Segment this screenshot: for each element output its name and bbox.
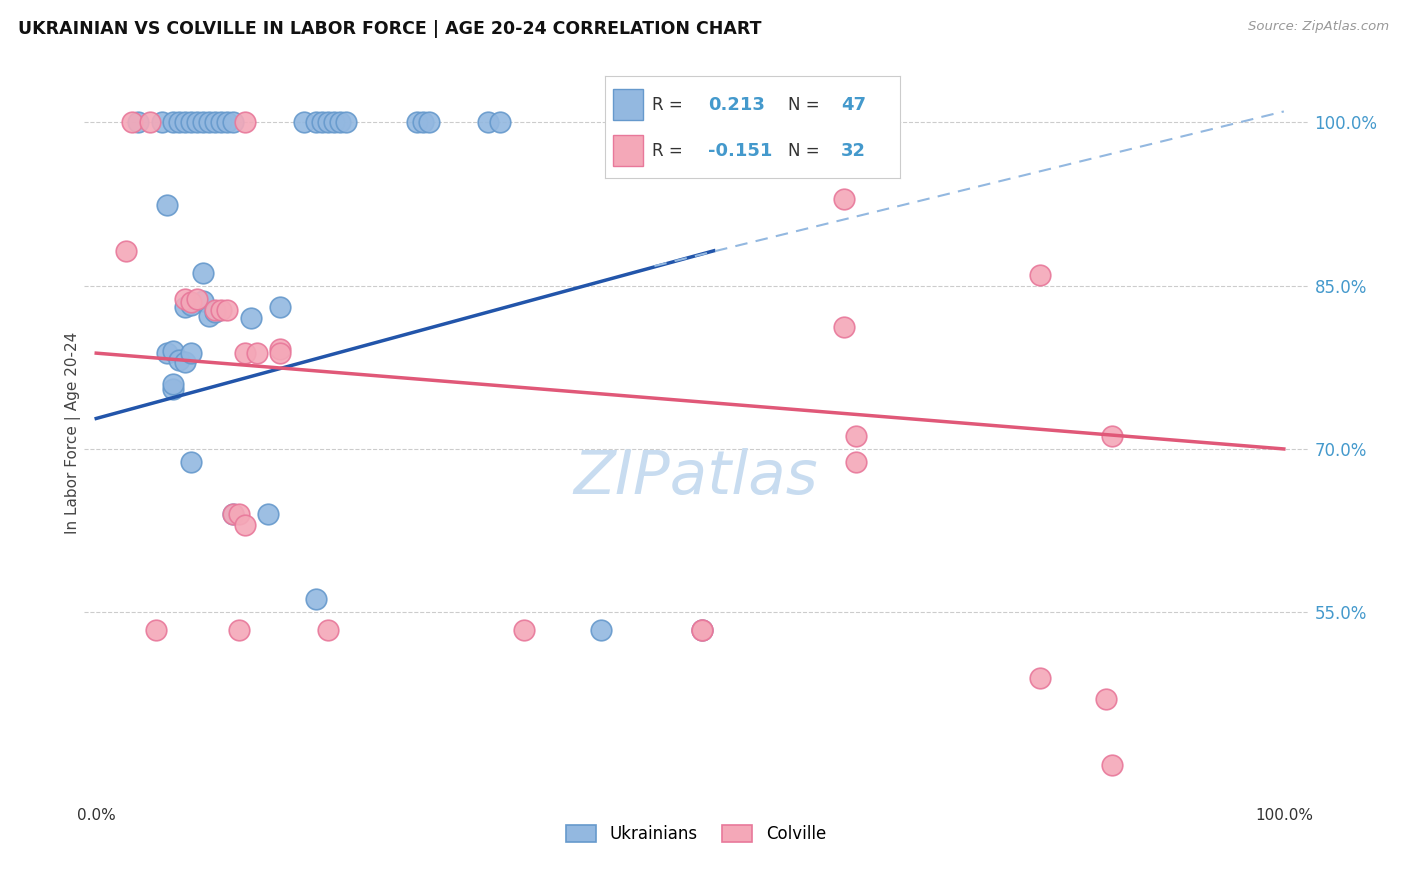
Point	[305, 115, 328, 129]
Point	[222, 115, 245, 129]
Point	[690, 623, 713, 637]
Point	[589, 623, 612, 637]
Point	[174, 115, 197, 129]
Text: UKRAINIAN VS COLVILLE IN LABOR FORCE | AGE 20-24 CORRELATION CHART: UKRAINIAN VS COLVILLE IN LABOR FORCE | A…	[18, 20, 762, 37]
Bar	[613, 136, 643, 166]
Point	[1101, 429, 1123, 443]
Point	[186, 292, 208, 306]
Point	[269, 346, 291, 360]
Text: -0.151: -0.151	[709, 142, 772, 160]
Point	[162, 343, 184, 358]
Point	[174, 355, 197, 369]
Point	[138, 115, 160, 129]
Point	[191, 266, 214, 280]
Text: R =: R =	[652, 142, 688, 160]
Point	[145, 623, 167, 637]
Point	[180, 298, 202, 312]
Point	[305, 592, 328, 607]
Point	[228, 508, 250, 522]
Point	[690, 623, 713, 637]
Legend: Ukrainians, Colville: Ukrainians, Colville	[560, 819, 832, 850]
Point	[335, 115, 357, 129]
Point	[156, 346, 179, 360]
Point	[269, 342, 291, 356]
Point	[198, 309, 221, 323]
Point	[690, 623, 713, 637]
Text: 0.213: 0.213	[709, 95, 765, 113]
Point	[215, 302, 238, 317]
Point	[121, 115, 143, 129]
Point	[191, 293, 214, 308]
Point	[322, 115, 344, 129]
Point	[489, 115, 512, 129]
Point	[1101, 757, 1123, 772]
Point	[209, 302, 232, 317]
Point	[269, 301, 291, 315]
Bar	[613, 89, 643, 120]
Point	[186, 115, 208, 129]
Point	[233, 518, 256, 533]
Y-axis label: In Labor Force | Age 20-24: In Labor Force | Age 20-24	[65, 332, 82, 533]
Point	[834, 192, 856, 206]
Text: 47: 47	[841, 95, 866, 113]
Point	[127, 115, 149, 129]
Point	[222, 508, 245, 522]
Point	[233, 115, 256, 129]
Point	[204, 302, 226, 317]
Text: Source: ZipAtlas.com: Source: ZipAtlas.com	[1249, 20, 1389, 33]
Point	[156, 198, 179, 212]
Point	[418, 115, 440, 129]
Point	[209, 115, 232, 129]
Point	[198, 115, 221, 129]
Point	[191, 115, 214, 129]
Point	[180, 346, 202, 360]
Point	[406, 115, 429, 129]
Point	[162, 115, 184, 129]
Point	[1094, 692, 1116, 706]
Point	[180, 295, 202, 310]
Text: R =: R =	[652, 95, 688, 113]
Point	[169, 352, 191, 367]
Point	[180, 115, 202, 129]
Point	[311, 115, 333, 129]
Point	[228, 623, 250, 637]
Point	[292, 115, 315, 129]
Point	[115, 244, 138, 258]
Point	[834, 320, 856, 334]
Point	[257, 508, 280, 522]
Point	[233, 346, 256, 360]
Point	[162, 382, 184, 396]
Point	[180, 455, 202, 469]
Point	[513, 623, 536, 637]
Point	[477, 115, 499, 129]
Point	[329, 115, 352, 129]
Point	[245, 346, 267, 360]
Point	[150, 115, 173, 129]
Point	[1029, 268, 1052, 282]
Point	[162, 376, 184, 391]
Point	[316, 623, 339, 637]
Point	[204, 115, 226, 129]
Point	[169, 115, 191, 129]
Point	[215, 115, 238, 129]
Text: 32: 32	[841, 142, 866, 160]
Point	[1029, 671, 1052, 685]
Point	[239, 311, 262, 326]
Point	[412, 115, 434, 129]
Point	[845, 455, 868, 469]
Point	[174, 292, 197, 306]
Text: ZIPatlas: ZIPatlas	[574, 448, 818, 507]
Point	[845, 429, 868, 443]
Point	[204, 305, 226, 319]
Point	[174, 301, 197, 315]
Point	[316, 115, 339, 129]
Point	[222, 508, 245, 522]
Text: N =: N =	[787, 95, 824, 113]
Text: N =: N =	[787, 142, 824, 160]
